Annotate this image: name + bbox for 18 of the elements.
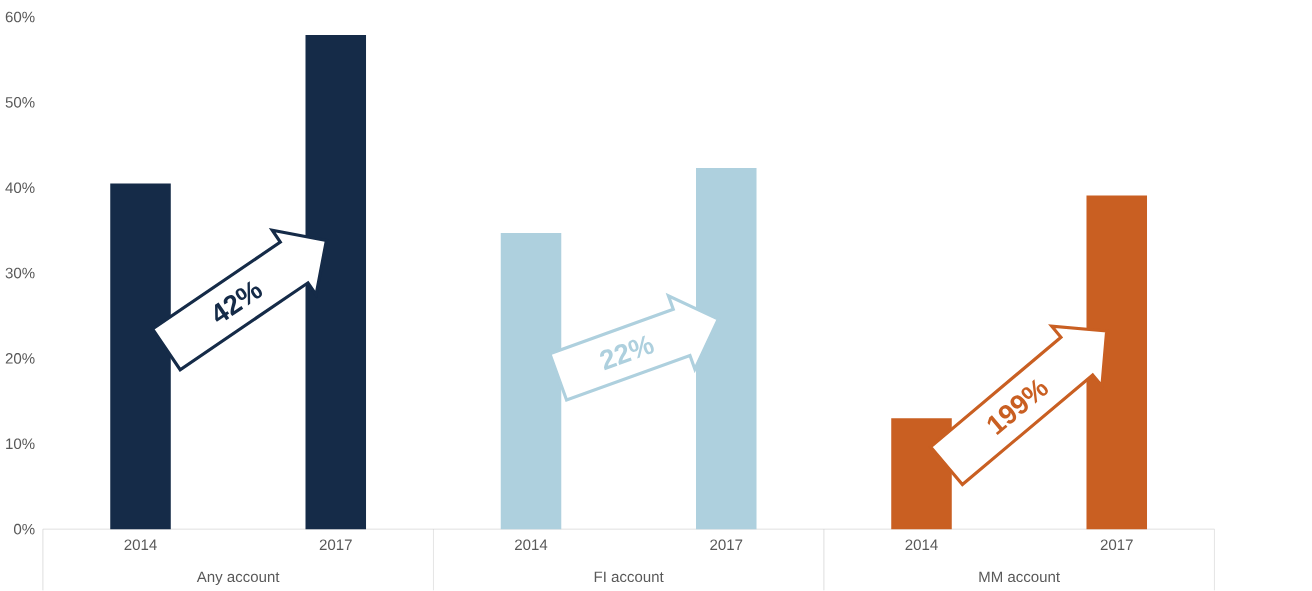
x-tick-label: 2017 <box>319 539 352 551</box>
annotation: 22% <box>600 335 654 371</box>
x-tick-label: 2017 <box>710 539 743 551</box>
y-tick-label: 60% <box>5 11 35 23</box>
x-tick-label: 2014 <box>905 539 938 551</box>
y-tick-label: 0% <box>13 523 35 535</box>
y-tick-label: 40% <box>5 182 35 194</box>
text: Any account <box>196 571 280 586</box>
y-tick-label: 30% <box>5 267 35 279</box>
text: FI account <box>594 571 664 583</box>
x-tick-label: 2017 <box>1100 539 1133 551</box>
x-tick-label: 2014 <box>124 539 157 551</box>
x-tick-label: 2014 <box>515 539 548 551</box>
y-tick-label: 50% <box>5 97 35 108</box>
y-tick-label: 20% <box>5 353 35 364</box>
y-tick-label: 10% <box>6 438 35 450</box>
annotation: 42% <box>215 281 262 322</box>
text: MM account <box>979 571 1060 583</box>
